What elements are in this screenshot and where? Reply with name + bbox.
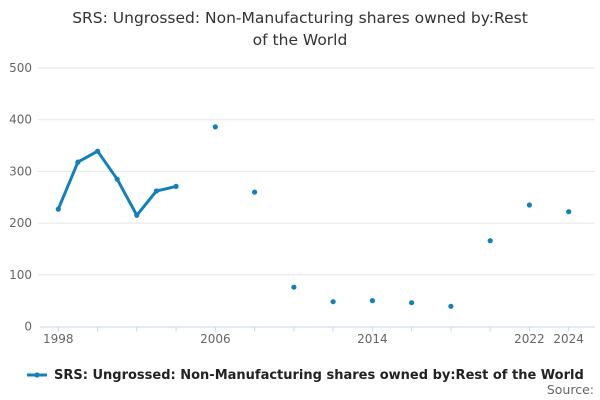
data-point[interactable] bbox=[252, 189, 258, 195]
data-point[interactable] bbox=[448, 303, 454, 309]
x-axis-tick-label: 2014 bbox=[357, 332, 388, 346]
source-label: Source: bbox=[546, 382, 594, 397]
data-point[interactable] bbox=[134, 212, 140, 218]
y-axis-tick-label: 500 bbox=[9, 61, 32, 75]
data-point[interactable] bbox=[291, 284, 297, 290]
data-point[interactable] bbox=[526, 202, 533, 208]
x-axis-tick-label: 2006 bbox=[200, 332, 231, 346]
data-point[interactable] bbox=[566, 209, 572, 215]
y-axis-tick-label: 300 bbox=[9, 164, 32, 178]
chart-title: SRS: Ungrossed: Non-Manufacturing shares… bbox=[0, 7, 600, 52]
data-point[interactable] bbox=[75, 159, 81, 165]
y-axis-tick-label: 100 bbox=[9, 268, 32, 282]
data-point[interactable] bbox=[369, 298, 375, 304]
data-point[interactable] bbox=[55, 206, 61, 212]
x-axis-tick-label: 2024 bbox=[553, 332, 584, 346]
data-point[interactable] bbox=[114, 176, 120, 182]
data-point[interactable] bbox=[409, 300, 415, 306]
x-axis-tick-label: 1998 bbox=[43, 332, 74, 346]
data-point[interactable] bbox=[330, 299, 336, 305]
data-point[interactable] bbox=[95, 148, 101, 154]
data-point[interactable] bbox=[487, 238, 493, 244]
legend-item[interactable]: SRS: Ungrossed: Non-Manufacturing shares… bbox=[26, 366, 584, 384]
plot-area: 0 100 200 300 400 500 1998 2006 2014 2022 2024 bbox=[9, 61, 595, 346]
legend-label: SRS: Ungrossed: Non-Manufacturing shares… bbox=[54, 367, 584, 383]
y-axis-tick-label: 400 bbox=[9, 113, 32, 127]
y-axis-tick-label: 200 bbox=[9, 216, 32, 230]
data-point[interactable] bbox=[153, 188, 159, 194]
y-axis-tick-label: 0 bbox=[24, 320, 32, 334]
x-axis-tick-label: 2022 bbox=[514, 332, 545, 346]
data-point[interactable] bbox=[173, 183, 179, 189]
chart-title-text: SRS: Ungrossed: Non-Manufacturing shares… bbox=[72, 9, 528, 50]
legend-series-marker-icon bbox=[27, 372, 47, 378]
data-point[interactable] bbox=[212, 124, 218, 130]
